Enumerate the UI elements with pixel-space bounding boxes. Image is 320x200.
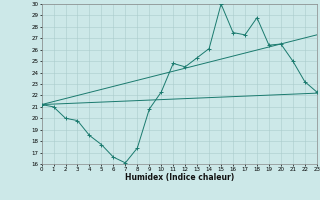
- X-axis label: Humidex (Indice chaleur): Humidex (Indice chaleur): [124, 173, 234, 182]
